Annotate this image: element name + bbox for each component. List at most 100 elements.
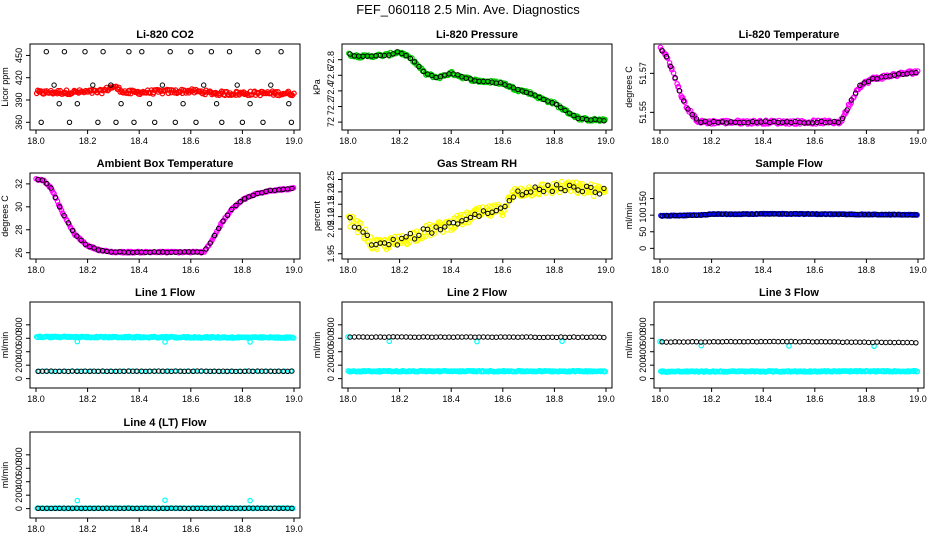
- data-point: [827, 339, 833, 345]
- data-point: [476, 213, 482, 219]
- data-point: [431, 230, 437, 237]
- data-point: [110, 83, 117, 90]
- x-tick-label: 19.0: [285, 136, 303, 146]
- y-tick-label: 600: [14, 331, 24, 346]
- data-point: [553, 182, 560, 188]
- chart-title: Gas Stream RH: [437, 158, 517, 170]
- x-tick-label: 18.2: [703, 136, 721, 146]
- plot-frame: [29, 43, 301, 131]
- data-point: [159, 82, 166, 88]
- data-point: [172, 119, 179, 126]
- plot-frame: [341, 172, 613, 260]
- data-point: [224, 212, 231, 218]
- data-point: [407, 55, 414, 62]
- data-point: [480, 334, 487, 340]
- data-point: [139, 49, 145, 55]
- x-tick-label: 18.4: [754, 136, 772, 146]
- series-1: [659, 211, 919, 219]
- data-point: [100, 49, 106, 55]
- data-point: [228, 206, 235, 213]
- x-tick-label: 18.0: [27, 136, 45, 146]
- x-tick-label: 19.0: [285, 394, 303, 404]
- data-point: [840, 115, 846, 122]
- data-point: [406, 239, 413, 246]
- y-tick-label: 2.25: [326, 171, 336, 189]
- series-2: [347, 334, 607, 341]
- data-point: [247, 101, 253, 107]
- data-point: [143, 90, 150, 96]
- x-tick-label: 18.0: [339, 394, 357, 404]
- data-point: [347, 51, 353, 57]
- data-point: [520, 187, 526, 193]
- y-tick-label: 72.6: [326, 67, 336, 85]
- data-point: [786, 343, 792, 349]
- x-tick-label: 19.0: [909, 265, 927, 275]
- x-tick-label: 18.2: [391, 265, 409, 275]
- plot-frame: [341, 301, 613, 389]
- data-point: [208, 49, 215, 55]
- data-point: [374, 246, 380, 253]
- y-tick-label: 400: [326, 344, 336, 359]
- data-point: [422, 233, 429, 240]
- x-tick-label: 18.6: [806, 394, 824, 404]
- y-tick-label: 150: [638, 191, 648, 206]
- data-point: [457, 212, 464, 218]
- data-point: [137, 250, 144, 256]
- data-point: [566, 334, 573, 340]
- data-point: [874, 76, 880, 82]
- x-tick-label: 18.2: [79, 265, 97, 275]
- y-tick-label: 360: [14, 115, 24, 130]
- data-point: [198, 249, 205, 256]
- data-point: [390, 51, 396, 57]
- data-point: [241, 196, 248, 202]
- data-point: [416, 232, 422, 239]
- series-1: [35, 176, 295, 256]
- data-point: [558, 104, 564, 111]
- data-point: [558, 178, 565, 185]
- data-point: [574, 190, 581, 197]
- data-point: [407, 230, 414, 237]
- data-point: [693, 116, 700, 122]
- data-point: [528, 189, 534, 195]
- series-0: [33, 176, 297, 256]
- data-point: [891, 339, 898, 346]
- x-tick-label: 19.0: [909, 136, 927, 146]
- data-point: [82, 49, 88, 55]
- series-0: [345, 367, 609, 375]
- data-point: [450, 334, 457, 340]
- x-tick-label: 18.0: [651, 265, 669, 275]
- data-point: [289, 505, 295, 511]
- data-point: [411, 236, 418, 242]
- data-point: [74, 101, 81, 107]
- x-tick-label: 18.2: [703, 265, 721, 275]
- data-point: [659, 48, 665, 54]
- data-point: [51, 82, 57, 88]
- series-0: [346, 49, 608, 124]
- x-tick-label: 18.8: [546, 136, 564, 146]
- data-point: [56, 101, 62, 107]
- data-point: [844, 339, 850, 345]
- y-axis-label: percent: [312, 200, 322, 231]
- x-tick-label: 19.0: [909, 394, 927, 404]
- data-point: [219, 119, 225, 126]
- data-point: [146, 101, 153, 107]
- data-point: [399, 50, 405, 57]
- data-point: [515, 188, 521, 194]
- chart-sampleflow: Sample Flow ml/min 18.0 18.2 18.4 18.6 18.8 19.…: [624, 158, 927, 275]
- x-tick-label: 18.2: [391, 136, 409, 146]
- data-point: [386, 241, 392, 248]
- data-point: [515, 334, 521, 340]
- data-point: [913, 69, 919, 76]
- data-point: [386, 338, 393, 345]
- chart-title: Ambient Box Temperature: [97, 158, 234, 170]
- y-tick-label: 600: [326, 331, 336, 346]
- chart-rh: Gas Stream RH percent 18.0 18.2 18.4 18.6 18.8…: [312, 158, 615, 275]
- y-tick-label: 400: [638, 344, 648, 359]
- data-point: [558, 185, 564, 192]
- y-tick-label: 72.4: [326, 82, 336, 100]
- x-tick-label: 18.0: [651, 136, 669, 146]
- data-point: [540, 188, 547, 195]
- data-point: [381, 240, 388, 246]
- data-point: [588, 184, 594, 191]
- y-tick-label: 400: [14, 344, 24, 359]
